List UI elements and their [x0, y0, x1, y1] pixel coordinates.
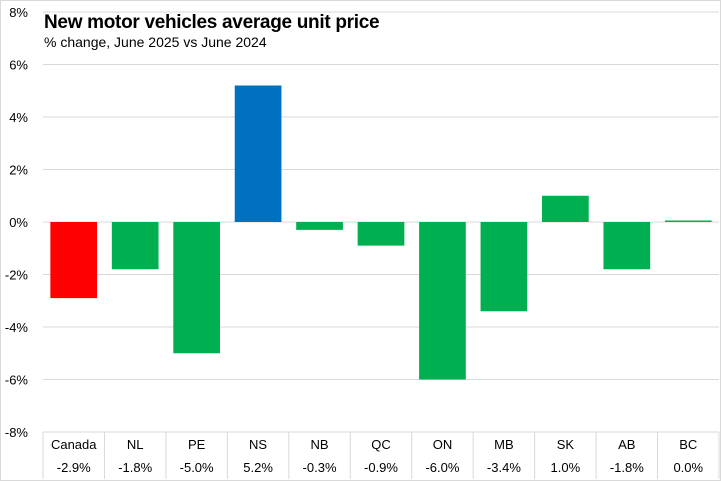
x-tick-label: NS	[249, 437, 267, 452]
bar-pe	[173, 222, 220, 354]
data-label: -6.0%	[425, 460, 459, 475]
x-tick-label: AB	[618, 437, 635, 452]
x-tick-label: PE	[188, 437, 206, 452]
y-tick-label: 8%	[9, 5, 28, 20]
bar-mb	[480, 222, 528, 312]
bar-on	[419, 222, 466, 380]
y-tick-label: 6%	[9, 58, 28, 73]
data-label: -0.3%	[303, 460, 337, 475]
data-label: 1.0%	[551, 460, 581, 475]
bar-canada	[50, 222, 98, 299]
y-tick-label: -6%	[5, 373, 29, 388]
y-tick-label: 4%	[9, 110, 28, 125]
data-label: -3.4%	[487, 460, 521, 475]
x-tick-label: NB	[311, 437, 329, 452]
y-tick-label: 2%	[9, 163, 28, 178]
x-tick-label: BC	[679, 437, 697, 452]
data-label: -1.8%	[610, 460, 644, 475]
bar-sk	[542, 195, 589, 222]
data-label: -0.9%	[364, 460, 398, 475]
y-tick-label: 0%	[9, 215, 28, 230]
bar-nl	[111, 222, 159, 270]
data-label: 5.2%	[243, 460, 273, 475]
y-tick-label: -2%	[5, 268, 29, 283]
bar-bc	[664, 220, 712, 222]
data-label: -1.8%	[118, 460, 152, 475]
bar-ns	[234, 85, 282, 222]
bar-ab	[603, 222, 651, 270]
x-tick-label: SK	[557, 437, 575, 452]
chart-title: New motor vehicles average unit price	[44, 12, 380, 33]
data-label: -5.0%	[180, 460, 214, 475]
data-label: 0.0%	[673, 460, 703, 475]
bar-nb	[296, 222, 343, 230]
x-tick-label: QC	[371, 437, 391, 452]
y-tick-label: -4%	[5, 320, 29, 335]
bar-qc	[357, 222, 405, 246]
x-tick-label: NL	[127, 437, 144, 452]
chart-subtitle: % change, June 2025 vs June 2024	[44, 34, 267, 50]
x-tick-label: MB	[494, 437, 514, 452]
x-tick-label: ON	[433, 437, 453, 452]
y-tick-label: -8%	[5, 425, 29, 440]
data-label: -2.9%	[57, 460, 91, 475]
x-tick-label: Canada	[51, 437, 97, 452]
